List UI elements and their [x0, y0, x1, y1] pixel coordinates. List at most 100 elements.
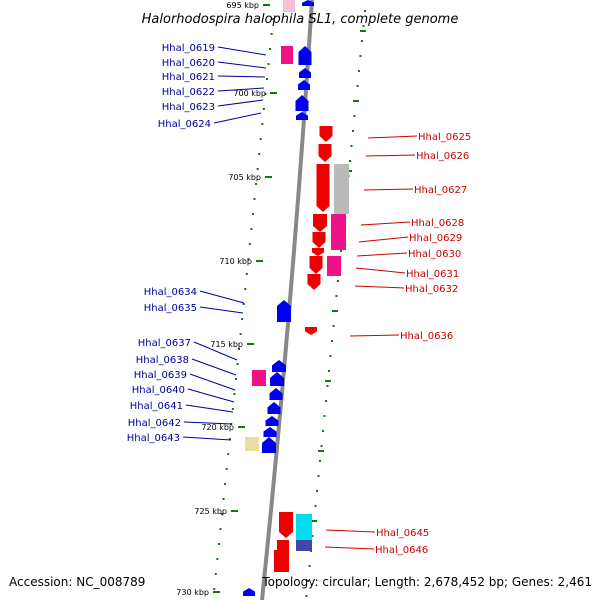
inner-track-dot	[244, 288, 247, 290]
inner-track-dot	[227, 453, 230, 455]
outer-track-dot	[358, 70, 360, 72]
cog-box	[296, 540, 312, 551]
outer-track-mark	[332, 310, 338, 312]
outer-track-dot	[316, 490, 318, 492]
outer-track-dot	[329, 355, 332, 357]
cog-box	[281, 46, 293, 64]
inner-track-dot	[241, 318, 244, 320]
inner-track-dot	[262, 108, 265, 110]
cog-box	[331, 214, 346, 250]
cog-box	[245, 437, 259, 451]
gene-label: Hhal_0626	[416, 151, 469, 162]
forward-gene-arrow	[316, 164, 330, 212]
outer-track-dot	[317, 475, 320, 477]
cog-box	[283, 0, 295, 12]
reverse-gene-arrow	[263, 427, 277, 437]
inner-track-dot	[234, 378, 237, 380]
inner-track-dot	[228, 438, 231, 440]
inner-track-dot	[245, 273, 248, 275]
outer-track-dot	[322, 430, 324, 432]
leader-line	[360, 221, 411, 226]
outer-track-dot	[349, 160, 351, 162]
inner-track-dot	[238, 348, 241, 350]
outer-track-dot	[307, 580, 309, 582]
inner-track-dot	[239, 333, 242, 335]
scale-tick	[263, 4, 270, 6]
gene-label: Hhal_0634	[144, 287, 197, 298]
outer-track-dot	[335, 295, 338, 297]
inner-track-dot	[217, 543, 220, 545]
reverse-gene-arrow	[296, 112, 308, 120]
reverse-gene-arrow	[267, 402, 281, 414]
outer-track-dot	[332, 325, 335, 327]
outer-track-dot	[320, 445, 323, 447]
leader-line	[217, 87, 265, 92]
cog-box	[296, 514, 312, 540]
outer-track-dot	[331, 340, 333, 342]
outer-track-mark	[353, 100, 359, 102]
scale-tick	[238, 426, 245, 428]
outer-track-dot	[353, 115, 356, 117]
forward-gene-arrow	[318, 144, 332, 162]
outer-track-dot	[319, 460, 321, 462]
forward-gene-arrow	[312, 248, 324, 256]
outer-track-dot	[326, 385, 329, 387]
gene-label: Hhal_0619	[162, 43, 215, 54]
leader-line	[182, 436, 232, 441]
outer-track-dot	[362, 25, 365, 27]
outer-track-dot	[359, 55, 362, 57]
accession-text: Accession: NC_008789	[9, 575, 145, 589]
scale-tick	[265, 176, 272, 178]
inner-track-dot	[233, 393, 236, 395]
cog-box	[252, 370, 266, 386]
gene-label: Hhal_0622	[162, 87, 215, 98]
reverse-gene-arrow	[265, 416, 279, 426]
leader-line	[217, 99, 264, 107]
gene-label: Hhal_0629	[409, 233, 462, 244]
outer-track-dot	[340, 250, 342, 252]
cog-box	[327, 256, 341, 276]
forward-gene-arrow	[312, 232, 326, 248]
reverse-gene-arrow	[298, 80, 310, 90]
inner-track-dot	[231, 408, 234, 410]
gene-label: Hhal_0643	[127, 433, 180, 444]
gene-label: Hhal_0645	[376, 528, 429, 539]
scale-tick-label: 730 kbp	[176, 588, 209, 597]
leader-line	[355, 267, 406, 274]
forward-gene-arrow	[307, 274, 321, 290]
leader-line	[189, 373, 236, 391]
inner-track-dot	[214, 573, 217, 575]
outer-track-dot	[352, 130, 354, 132]
reverse-gene-arrow	[272, 360, 286, 372]
scale-ticks-layer: 695 kbp 700 kbp 705 kbp 710 kbp 715 kbp 720 k…	[176, 1, 277, 597]
gene-label: Hhal_0636	[400, 331, 453, 342]
forward-gene-block	[274, 550, 289, 572]
gene-label: Hhal_0642	[128, 418, 181, 429]
outer-track-dot	[356, 85, 359, 87]
leader-line	[367, 135, 418, 139]
inner-track-dot	[272, 18, 275, 20]
forward-gene-arrow	[309, 256, 323, 274]
outer-track-dot	[325, 400, 327, 402]
leader-line	[365, 154, 416, 157]
gene-label: Hhal_0640	[132, 385, 185, 396]
outer-track-dot	[361, 40, 363, 42]
gene-label: Hhal_0627	[414, 185, 467, 196]
gene-labels-layer: Hhal_0619 Hhal_0620 Hhal_0621 Hhal_0622 Hhal…	[127, 43, 471, 556]
reverse-gene-arrow	[302, 0, 314, 6]
inner-track-dot	[256, 168, 259, 170]
forward-gene-block	[277, 540, 289, 550]
inner-track-dot	[264, 93, 267, 95]
leader-line	[185, 404, 234, 413]
leader-line	[325, 529, 376, 533]
reverse-gene-arrow	[298, 46, 312, 65]
inner-track-dot	[236, 363, 239, 365]
forward-gene-arrow	[279, 512, 293, 538]
inner-track-dot	[248, 243, 251, 245]
leader-line	[187, 388, 235, 403]
inner-track-dot	[265, 78, 268, 80]
forward-gene-arrow	[313, 214, 327, 232]
reverse-gene-arrow	[262, 437, 276, 453]
gene-label: Hhal_0630	[408, 249, 461, 260]
